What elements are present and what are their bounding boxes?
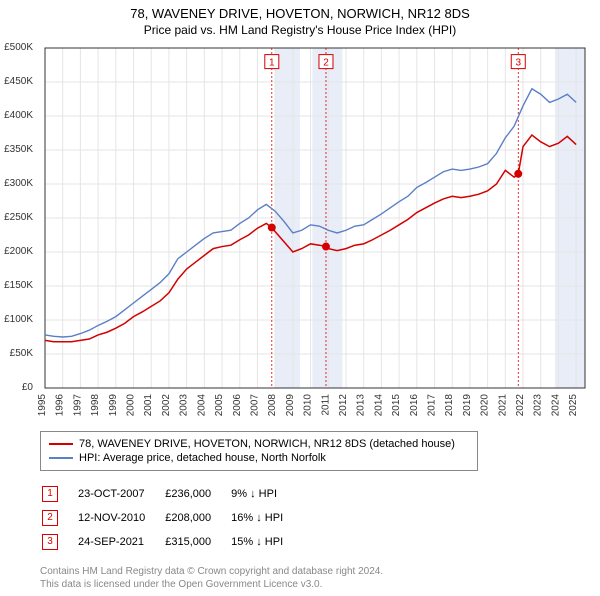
x-axis-label: 2021 — [497, 394, 508, 417]
y-axis-label: £200K — [0, 246, 33, 257]
x-axis-label: 1995 — [37, 394, 48, 417]
marker-price: £208,000 — [165, 507, 229, 529]
marker-table: 1 23-OCT-2007£236,0009% ↓ HPI 2 12-NOV-2010… — [40, 481, 303, 555]
marker-delta: 16% ↓ HPI — [231, 507, 301, 529]
marker-price: £236,000 — [165, 483, 229, 505]
chart-subtitle: Price paid vs. HM Land Registry's House … — [0, 23, 600, 37]
marker-row: 3 24-SEP-2021£315,00015% ↓ HPI — [42, 531, 301, 553]
legend-box: 78, WAVENEY DRIVE, HOVETON, NORWICH, NR1… — [40, 431, 478, 471]
x-axis-label: 2004 — [196, 394, 207, 417]
x-axis-label: 1998 — [90, 394, 101, 417]
x-axis-label: 2001 — [143, 394, 154, 417]
y-axis-label: £300K — [0, 178, 33, 189]
y-axis-label: £250K — [0, 212, 33, 223]
footer-text: Contains HM Land Registry data © Crown c… — [40, 565, 600, 591]
x-axis-label: 2020 — [480, 394, 491, 417]
footer-line1: Contains HM Land Registry data © Crown c… — [40, 565, 600, 578]
x-axis-label: 2007 — [249, 394, 260, 417]
marker-num-cell: 1 — [42, 486, 58, 502]
y-axis-label: £350K — [0, 144, 33, 155]
x-axis-label: 2003 — [179, 394, 190, 417]
x-axis-label: 2008 — [267, 394, 278, 417]
marker-date: 12-NOV-2010 — [78, 507, 163, 529]
marker-date: 23-OCT-2007 — [78, 483, 163, 505]
marker-number: 1 — [269, 58, 275, 69]
x-axis-label: 2015 — [391, 394, 402, 417]
legend-item: 78, WAVENEY DRIVE, HOVETON, NORWICH, NR1… — [49, 438, 469, 450]
footer-line2: This data is licensed under the Open Gov… — [40, 578, 600, 591]
x-axis-label: 2014 — [373, 394, 384, 417]
y-axis-label: £150K — [0, 280, 33, 291]
y-axis-label: £100K — [0, 314, 33, 325]
legend-swatch — [49, 443, 73, 445]
x-axis-label: 2012 — [338, 394, 349, 417]
x-axis-label: 2018 — [444, 394, 455, 417]
x-axis-label: 2022 — [515, 394, 526, 417]
legend-label: 78, WAVENEY DRIVE, HOVETON, NORWICH, NR1… — [79, 438, 455, 450]
y-axis-label: £0 — [0, 382, 33, 393]
x-axis-label: 2023 — [533, 394, 544, 417]
marker-num-cell: 2 — [42, 510, 58, 526]
x-axis-label: 2006 — [232, 394, 243, 417]
marker-delta: 9% ↓ HPI — [231, 483, 301, 505]
x-axis-label: 2024 — [550, 394, 561, 417]
marker-row: 1 23-OCT-2007£236,0009% ↓ HPI — [42, 483, 301, 505]
x-axis-label: 1999 — [108, 394, 119, 417]
x-axis-label: 1996 — [55, 394, 66, 417]
x-axis-label: 2013 — [356, 394, 367, 417]
legend-swatch — [49, 457, 73, 459]
chart-title: 78, WAVENEY DRIVE, HOVETON, NORWICH, NR1… — [0, 6, 600, 21]
y-axis-label: £400K — [0, 110, 33, 121]
chart-svg: 1995 1996 1997 1998 1999 2000 2001 2002 2003 2004… — [35, 43, 595, 423]
chart-area: 1995 1996 1997 1998 1999 2000 2001 2002 2003 2004… — [35, 43, 595, 423]
x-axis-label: 2000 — [126, 394, 137, 417]
legend-item: HPI: Average price, detached house, Nort… — [49, 452, 469, 464]
x-axis-label: 2005 — [214, 394, 225, 417]
x-axis-label: 2010 — [303, 394, 314, 417]
y-axis-label: £450K — [0, 76, 33, 87]
marker-number: 2 — [323, 58, 329, 69]
marker-date: 24-SEP-2021 — [78, 531, 163, 553]
x-axis-label: 2016 — [409, 394, 420, 417]
y-axis-label: £500K — [0, 42, 33, 53]
x-axis-label: 2017 — [427, 394, 438, 417]
x-axis-label: 1997 — [72, 394, 83, 417]
x-axis-label: 2025 — [568, 394, 579, 417]
x-axis-label: 2019 — [462, 394, 473, 417]
x-axis-label: 2011 — [320, 394, 331, 416]
marker-row: 2 12-NOV-2010£208,00016% ↓ HPI — [42, 507, 301, 529]
x-axis-label: 2002 — [161, 394, 172, 417]
y-axis-label: £50K — [0, 348, 33, 359]
legend-label: HPI: Average price, detached house, Nort… — [79, 452, 326, 464]
marker-number: 3 — [515, 58, 521, 69]
marker-delta: 15% ↓ HPI — [231, 531, 301, 553]
x-axis-label: 2009 — [285, 394, 296, 417]
marker-num-cell: 3 — [42, 534, 58, 550]
marker-price: £315,000 — [165, 531, 229, 553]
